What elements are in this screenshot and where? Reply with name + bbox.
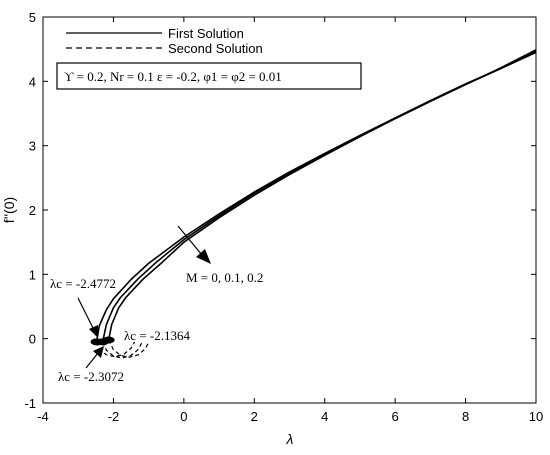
y-tick-label: 5 bbox=[29, 10, 36, 25]
m-arrow-head bbox=[196, 249, 211, 264]
lambda-c-arrow-1-head bbox=[89, 325, 98, 338]
m-label: M = 0, 0.1, 0.2 bbox=[186, 270, 263, 285]
x-tick-label: 0 bbox=[180, 409, 187, 424]
m-arrow-shaft bbox=[177, 225, 203, 256]
parameter-box-frame bbox=[56, 62, 362, 90]
second-solution-line-m1 bbox=[102, 341, 143, 359]
parameter-box: ϒ = 0.2, Nr = 0.1 ε = -0.2, φ1 = φ2 = 0.… bbox=[56, 62, 362, 90]
parameter-box-text: ϒ = 0.2, Nr = 0.1 ε = -0.2, φ1 = φ2 = 0.… bbox=[64, 69, 282, 84]
y-tick-label: -1 bbox=[24, 396, 36, 411]
markers-layer bbox=[90, 336, 115, 346]
lambda-c-arrow-3-shaft bbox=[85, 352, 99, 369]
legend: First Solution Second Solution bbox=[66, 26, 263, 56]
y-tick-label: 4 bbox=[29, 74, 36, 89]
lambda-c-arrow-1-shaft bbox=[77, 297, 95, 331]
ticks-layer: -4 -2 0 2 4 6 8 10 -1 0 1 2 3 4 5 bbox=[24, 10, 543, 424]
x-tick-label: -2 bbox=[108, 409, 120, 424]
x-tick-label: 2 bbox=[251, 409, 258, 424]
lambda-c-arrow-3-head bbox=[93, 346, 104, 358]
x-tick-label: 10 bbox=[529, 409, 543, 424]
second-solution-line-m2 bbox=[108, 339, 150, 358]
lambda-c-label-3: λc = -2.3072 bbox=[58, 369, 124, 384]
m-direction-annotation: M = 0, 0.1, 0.2 bbox=[177, 225, 263, 285]
x-tick-label: 6 bbox=[392, 409, 399, 424]
x-tick-label: 4 bbox=[321, 409, 328, 424]
y-tick-label: 3 bbox=[29, 139, 36, 154]
critical-annotations: λc = -2.4772 λc = -2.1364 λc = -2.3072 bbox=[50, 276, 190, 384]
first-solution-line-m2 bbox=[107, 49, 537, 341]
legend-label-second: Second Solution bbox=[168, 41, 263, 56]
legend-label-first: First Solution bbox=[168, 26, 244, 41]
x-axis-title: λ bbox=[286, 431, 294, 447]
x-tick-label: -4 bbox=[37, 409, 49, 424]
lambda-c-label-1: λc = -2.4772 bbox=[50, 276, 116, 291]
lambda-c-label-2: λc = -2.1364 bbox=[124, 328, 190, 343]
y-tick-label: 2 bbox=[29, 203, 36, 218]
x-tick-label: 8 bbox=[462, 409, 469, 424]
y-tick-label: 1 bbox=[29, 267, 36, 282]
y-tick-label: 0 bbox=[29, 332, 36, 347]
critical-point-marker bbox=[96, 338, 109, 346]
curves-layer bbox=[95, 49, 537, 359]
y-axis-title: f''(0) bbox=[1, 197, 17, 223]
